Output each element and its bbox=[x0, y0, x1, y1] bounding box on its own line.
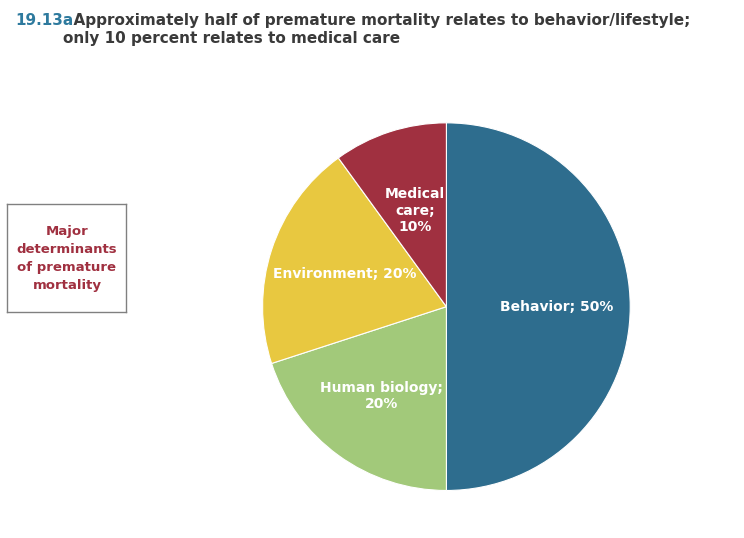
Text: Environment; 20%: Environment; 20% bbox=[273, 267, 417, 281]
Text: Behavior; 50%: Behavior; 50% bbox=[500, 300, 613, 314]
Text: Major
determinants
of premature
mortality: Major determinants of premature mortalit… bbox=[16, 225, 118, 292]
Text: Approximately half of premature mortality relates to behavior/lifestyle;
only 10: Approximately half of premature mortalit… bbox=[63, 13, 690, 46]
Text: Human biology;
20%: Human biology; 20% bbox=[320, 381, 443, 411]
Wedge shape bbox=[446, 123, 630, 491]
Wedge shape bbox=[339, 123, 446, 307]
Text: Medical
care;
10%: Medical care; 10% bbox=[385, 187, 445, 233]
Text: 19.13a: 19.13a bbox=[15, 13, 73, 29]
Wedge shape bbox=[272, 307, 446, 491]
Wedge shape bbox=[263, 158, 446, 364]
